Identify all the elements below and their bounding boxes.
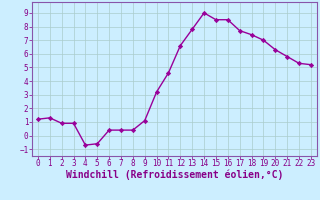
X-axis label: Windchill (Refroidissement éolien,°C): Windchill (Refroidissement éolien,°C) — [66, 170, 283, 180]
